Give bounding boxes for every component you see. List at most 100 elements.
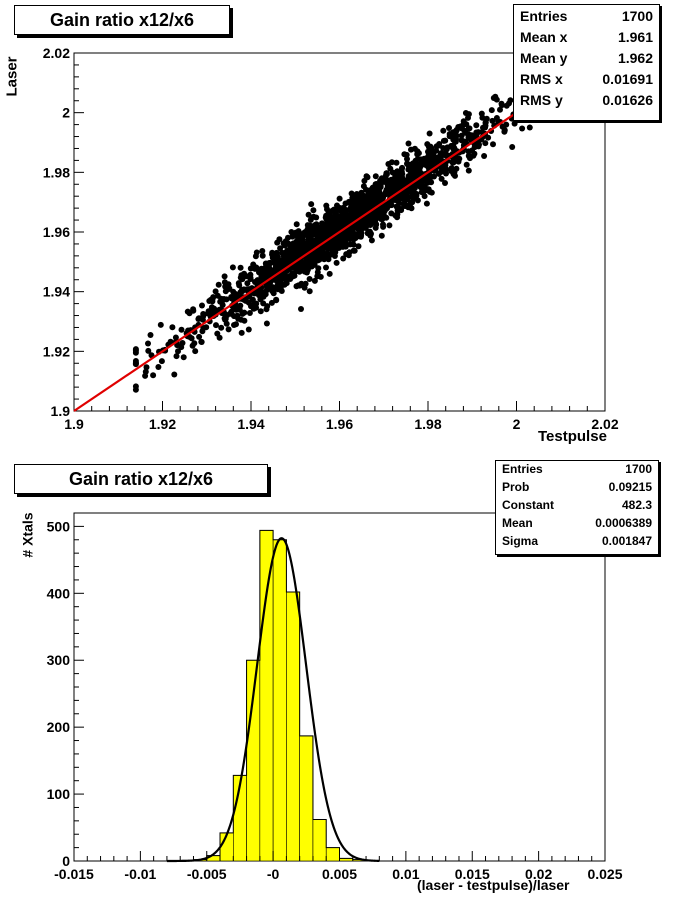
scatter-point: [478, 110, 485, 117]
scatter-point: [350, 224, 357, 231]
scatter-point: [355, 230, 361, 237]
stats-label: Mean x: [520, 29, 568, 45]
scatter-point: [482, 119, 489, 126]
scatter-point: [465, 167, 472, 174]
scatter-point: [222, 288, 229, 295]
scatter-point: [173, 353, 180, 360]
scatter-point: [308, 241, 315, 248]
scatter-point: [245, 286, 252, 293]
scatter-point: [355, 211, 362, 218]
scatter-point: [392, 186, 399, 193]
histogram-bar: [312, 819, 327, 862]
scatter-point: [388, 210, 395, 217]
scatter-point: [234, 313, 241, 319]
scatter-point: [268, 299, 275, 306]
scatter-point: [303, 231, 310, 238]
histogram-bar: [286, 591, 300, 862]
scatter-point: [299, 245, 306, 251]
scatter-point: [360, 192, 367, 199]
scatter-point: [208, 304, 215, 311]
scatter-point: [147, 332, 154, 338]
scatter-point: [426, 159, 432, 166]
scatter-point: [254, 277, 261, 284]
gaussian-fit-curve: [166, 537, 380, 863]
scatter-point: [223, 296, 230, 303]
scatter-point: [506, 100, 512, 107]
scatter-point: [443, 170, 449, 177]
scatter-point: [190, 307, 197, 314]
scatter-point: [473, 132, 480, 139]
scatter-point: [443, 166, 450, 173]
scatter-point: [449, 159, 456, 166]
scatter-point: [246, 310, 253, 316]
scatter-point: [386, 222, 393, 229]
y-tick-label: 300: [47, 652, 71, 668]
scatter-point: [184, 308, 191, 315]
scatter-point: [310, 229, 317, 236]
scatter-point: [362, 225, 369, 231]
y-tick-label: 100: [47, 786, 71, 802]
scatter-point: [212, 288, 219, 295]
scatter-point: [314, 273, 321, 280]
scatter-point: [350, 241, 357, 248]
scatter-point: [145, 347, 152, 354]
scatter-point: [306, 276, 313, 282]
scatter-point: [405, 202, 412, 209]
scatter-point: [425, 143, 432, 150]
scatter-point: [237, 302, 244, 309]
scatter-point: [221, 273, 228, 280]
scatter-point: [405, 140, 412, 147]
scatter-point: [189, 342, 196, 349]
scatter-point: [214, 330, 221, 337]
scatter-point: [490, 95, 497, 101]
scatter-point: [453, 165, 460, 172]
scatter-point: [408, 174, 415, 181]
scatter-point: [215, 281, 222, 288]
stats-label: RMS y: [520, 92, 563, 108]
scatter-point: [488, 107, 495, 114]
scatter-point: [285, 240, 292, 247]
scatter-point: [342, 241, 349, 248]
scatter-point: [433, 147, 440, 154]
scatter-point: [311, 277, 318, 284]
x-tick-label: 1.9: [64, 416, 84, 432]
scatter-point: [428, 179, 435, 186]
scatter-point: [290, 264, 297, 271]
y-tick-label: 500: [47, 518, 71, 534]
scatter-point: [269, 288, 276, 294]
scatter-point: [218, 324, 225, 331]
scatter-title: Gain ratio x12/x6: [14, 5, 230, 35]
stats-label: Constant: [502, 498, 554, 512]
scatter-point: [247, 276, 254, 282]
scatter-point: [490, 141, 496, 148]
scatter-point: [237, 274, 244, 281]
scatter-point: [196, 333, 203, 340]
scatter-point: [498, 102, 505, 109]
scatter-point: [423, 200, 430, 207]
scatter-point: [199, 302, 205, 309]
histogram-bar: [325, 847, 340, 862]
histogram-bar: [299, 735, 314, 862]
scatter-point: [192, 348, 199, 355]
scatter-point: [489, 117, 496, 124]
scatter-point: [399, 177, 406, 184]
scatter-point: [380, 223, 387, 230]
scatter-point: [304, 266, 311, 273]
scatter-point: [305, 211, 312, 218]
scatter-point: [511, 120, 518, 127]
stats-value: 1.961: [617, 29, 653, 45]
stats-label: Mean y: [520, 50, 568, 66]
stats-row-constant: Constant 482.3: [496, 498, 658, 516]
y-tick-label: 0: [62, 853, 70, 869]
scatter-point: [416, 167, 423, 174]
scatter-point: [321, 227, 328, 234]
stats-value: 1.962: [617, 50, 653, 66]
scatter-point: [323, 264, 329, 271]
scatter-point: [368, 237, 375, 244]
scatter-point: [257, 308, 264, 315]
scatter-point: [290, 272, 297, 278]
scatter-point: [239, 286, 245, 293]
x-tick-label: 0.02: [525, 866, 552, 882]
scatter-point: [417, 160, 424, 167]
scatter-point: [440, 127, 447, 134]
